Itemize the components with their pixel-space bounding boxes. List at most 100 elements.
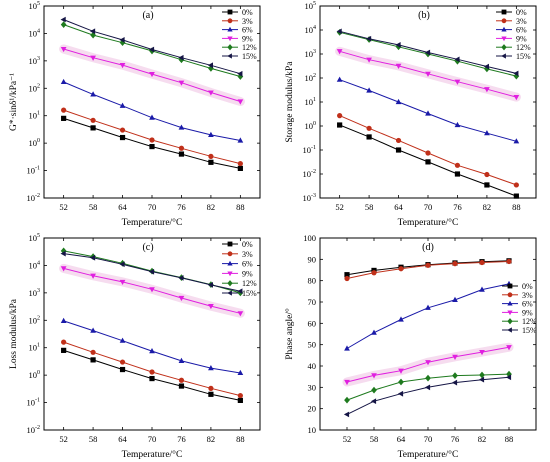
legend-marker — [507, 300, 513, 306]
data-point — [395, 63, 402, 69]
plot-frame — [43, 237, 261, 431]
data-point — [343, 411, 350, 418]
y-tick-label: 10 — [308, 425, 317, 435]
y-tick-label: 103 — [305, 49, 317, 59]
x-tick-label: 64 — [118, 202, 127, 212]
data-point — [237, 70, 243, 77]
y-tick-label: 105 — [29, 1, 41, 11]
x-tick-label: 52 — [59, 434, 68, 444]
data-point — [397, 390, 404, 397]
x-tick-label: 64 — [118, 434, 127, 444]
x-tick-label: 82 — [207, 202, 216, 212]
y-axis-label: Phase angle/° — [284, 308, 295, 360]
y-tick-label: 104 — [29, 260, 41, 270]
y-tick-label: 101 — [29, 111, 41, 121]
legend-marker — [227, 26, 233, 32]
y-tick-label: 103 — [29, 288, 41, 298]
legend-marker — [507, 310, 513, 316]
x-axis-label: Temperature/°C — [122, 449, 183, 460]
data-point — [119, 359, 126, 365]
data-point — [60, 78, 67, 85]
data-point — [479, 259, 485, 266]
x-tick-label: 82 — [207, 434, 216, 444]
data-point — [237, 73, 244, 80]
data-point — [119, 127, 126, 133]
legend-label: 12% — [516, 43, 531, 52]
legend: 0%3%6%9%12%15% — [222, 8, 257, 61]
data-point — [237, 137, 244, 143]
data-point — [425, 110, 431, 116]
x-tick-label: 82 — [483, 202, 492, 212]
x-axis-label: Temperature/°C — [398, 449, 459, 460]
series-line — [63, 117, 241, 169]
data-point — [506, 258, 512, 265]
data-point — [237, 392, 243, 399]
legend-marker — [227, 251, 233, 257]
legend-label: 15% — [522, 326, 537, 335]
data-point — [208, 90, 214, 96]
data-point — [336, 28, 342, 35]
legend-marker — [507, 318, 513, 325]
data-point — [119, 261, 125, 268]
x-tick-label: 70 — [424, 434, 433, 444]
data-point — [506, 345, 512, 351]
data-point — [90, 117, 96, 123]
data-point — [513, 138, 520, 144]
legend-marker — [507, 327, 512, 333]
y-tick-label: 10-1 — [27, 166, 41, 176]
chart-panel-4: 52 58 64 70 76 82 88 10 20 30 40 50 60 70 80 90 100 Tempe… — [284, 233, 537, 460]
y-axis-label: G*·sinδ¹/kPa⁻¹ — [9, 73, 19, 131]
legend-marker — [227, 36, 233, 42]
data-point — [149, 375, 155, 382]
data-point — [61, 115, 67, 121]
data-point — [90, 91, 96, 97]
panel-label: (b) — [418, 10, 430, 21]
x-tick-label: 88 — [236, 202, 245, 212]
data-point — [237, 311, 244, 317]
y-tick-label: 10-2 — [27, 425, 41, 435]
data-point — [237, 160, 243, 167]
chart-panel-2: 52 58 64 70 76 82 88 10-3 10-2 10-1 100 101 102 103 10… — [285, 1, 537, 228]
y-tick-label: 10-2 — [27, 193, 41, 203]
data-point — [425, 262, 431, 268]
legend-marker — [227, 53, 232, 59]
legend-marker — [501, 9, 507, 15]
data-point — [208, 391, 214, 397]
y-tick-label: 50 — [308, 340, 317, 350]
data-point — [237, 369, 244, 376]
y-tick-label: 80 — [308, 276, 317, 286]
data-point — [479, 286, 485, 292]
y-tick-label: 101 — [305, 97, 317, 107]
data-point — [336, 76, 343, 82]
x-tick-label: 70 — [424, 202, 433, 212]
data-point — [370, 398, 377, 405]
data-point — [513, 193, 519, 199]
legend-label: 9% — [522, 308, 533, 317]
data-point — [366, 57, 372, 63]
legend-label: 3% — [522, 291, 533, 300]
data-point — [149, 369, 155, 375]
data-point — [90, 327, 96, 333]
data-point — [119, 134, 126, 141]
data-point — [149, 137, 155, 143]
legend-marker — [227, 18, 233, 24]
data-point — [513, 70, 519, 77]
y-tick-label: 100 — [29, 370, 41, 380]
series-line — [63, 320, 241, 374]
data-point — [479, 350, 485, 356]
legend-label: 9% — [242, 269, 253, 278]
panel-label: (a) — [142, 10, 153, 21]
data-point — [425, 150, 431, 156]
data-point — [60, 46, 67, 53]
x-tick-label: 88 — [236, 434, 245, 444]
legend-label: 0% — [242, 8, 253, 17]
legend-marker — [227, 290, 232, 296]
data-point — [452, 296, 458, 302]
data-point — [178, 56, 185, 64]
y-tick-label: 103 — [29, 56, 41, 66]
legend-marker — [227, 271, 233, 277]
data-point — [484, 87, 490, 93]
data-point — [119, 37, 125, 43]
data-point — [484, 130, 490, 136]
data-point — [371, 270, 377, 276]
